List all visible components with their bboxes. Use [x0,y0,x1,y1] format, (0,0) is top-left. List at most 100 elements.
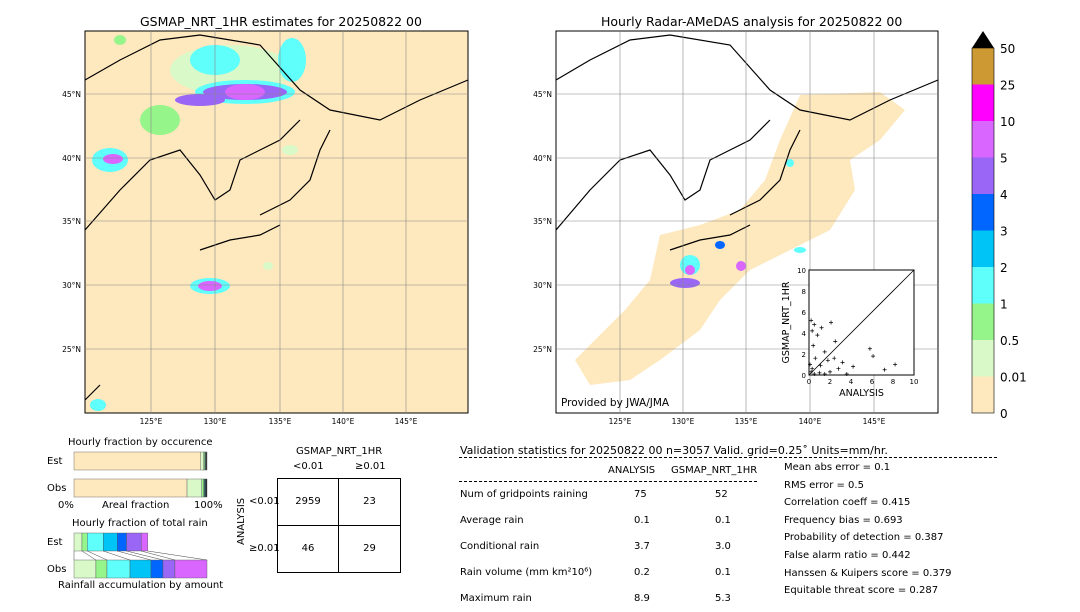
scatter-xtick: 8 [891,378,895,386]
occurrence-segment [73,451,201,471]
lat-label: 30°N [62,281,81,290]
scatter-ytick: 8 [802,288,806,296]
scatter-point [882,367,887,372]
occurrence-segment [205,478,208,498]
rain-segment [87,532,104,552]
rain-segment [73,532,83,552]
lat-label: 30°N [533,281,552,290]
lon-label: 130°E [672,417,695,426]
ct-cell: 29 [363,543,376,555]
rain-segment [140,532,149,552]
fraction-bars [73,451,208,579]
scatter-ytick: 4 [802,330,807,338]
scatter-point [871,354,876,359]
colorbar-segment [972,230,994,267]
diagonal-line [808,269,915,376]
rain-segment [162,559,176,579]
colorbar-segment [972,84,994,121]
colorbar-label: 0 [1000,407,1008,421]
scatter-point [810,366,815,371]
lon-label: 145°E [863,417,886,426]
rain-connector [81,550,97,561]
rain-segment [129,559,152,579]
score-line: Frequency bias = 0.693 [784,514,903,526]
scatter-xtick: 4 [849,378,854,386]
scatter-point [844,371,849,376]
scatter-point [809,318,814,323]
scatter-point [832,356,837,361]
score-line: RMS error = 0.5 [784,479,864,491]
rain-segment [106,559,131,579]
score-line: Hanssen & Kuipers score = 0.379 [784,567,952,579]
rain-obs-label: Obs [47,564,67,575]
stat-analysis: 75 [634,489,647,500]
rain-est-label: Est [47,537,63,548]
stat-gsmap: 52 [715,489,728,500]
scatter-point [840,360,845,365]
stat-label: Conditional rain [460,541,540,552]
stat-label: Average rain [460,515,524,526]
stat-label: Maximum rain [460,593,532,604]
stat-analysis: 0.2 [634,567,650,578]
right-map-title: Hourly Radar-AMeDAS analysis for 2025082… [601,14,903,29]
stats-col-gsmap: GSMAP_NRT_1HR [671,465,758,476]
lat-label: 25°N [533,345,552,354]
colorbar-label: 2 [1000,261,1008,275]
lon-label: 145°E [395,417,418,426]
lat-label: 45°N [533,90,552,99]
rain-segment [81,532,88,552]
rain-segment [174,559,208,579]
ct-cell: 23 [339,479,400,526]
scatter-point [833,339,838,344]
lon-label: 140°E [332,417,355,426]
rain-connector [126,550,164,561]
colorbar-segment [972,376,994,413]
stat-gsmap: 0.1 [715,515,731,526]
scatter-point [808,362,813,367]
left-map-title: GSMAP_NRT_1HR estimates for 20250822 00 [140,14,422,29]
scatter-point [822,371,827,376]
score-line: Equitable threat score = 0.287 [784,585,939,597]
rain-connector [87,550,108,561]
colorbar-extend-triangle [972,31,994,48]
rain-segment [103,532,118,552]
lat-label: 40°N [62,154,81,163]
occurrence-title: Hourly fraction by occurence [68,437,213,448]
lon-label: 140°E [799,417,822,426]
scatter-point [893,362,898,367]
colorbar-label: 0.5 [1000,334,1019,348]
lon-label: 135°E [735,417,758,426]
provider-credit: Provided by JWA/JMA [561,397,670,409]
stat-analysis: 0.1 [634,515,650,526]
occ-xmax: 100% [194,500,223,511]
lon-label: 125°E [140,417,163,426]
rain-segment [73,559,97,579]
stat-gsmap: 0.1 [715,567,731,578]
ct-cell: 2959 [278,479,339,526]
colorbar-label: 50 [1000,42,1015,56]
scatter-ytick: 2 [802,351,806,359]
lon-label: 130°E [204,417,227,426]
lat-label: 45°N [62,90,81,99]
scatter-xtick: 2 [828,378,832,386]
colorbar-segment [972,267,994,304]
score-line: Correlation coeff = 0.415 [784,497,911,509]
occ-obs-label: Obs [47,483,67,494]
colorbar-label: 4 [1000,188,1008,202]
scatter-point [812,322,817,327]
scatter-ytick: 10 [797,267,806,275]
rain-connector [141,550,176,561]
left-map [84,30,469,414]
colorbar-segment [972,340,994,377]
right-precip [670,159,806,288]
scatter-point [828,369,832,374]
colorbar-segment [972,121,994,158]
ct-row-title: ANALYSIS [236,497,247,545]
scatter-ytick: 0 [802,372,806,380]
stat-gsmap: 5.3 [715,593,731,604]
scatter-point [819,325,824,330]
occurrence-segment [201,478,204,498]
occurrence-segment [206,451,208,471]
rain-segment [150,559,164,579]
